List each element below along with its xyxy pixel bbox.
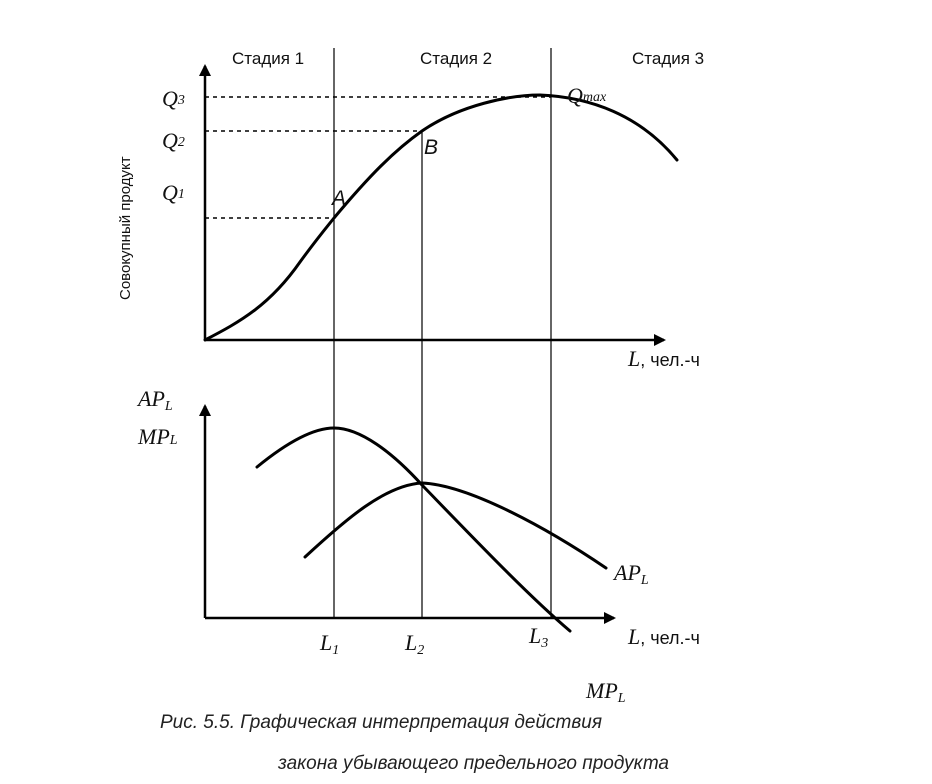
- ap-y-label: APL: [136, 386, 173, 414]
- svg-text:L3: L3: [528, 623, 548, 651]
- q1-label: Q1: [162, 180, 185, 205]
- l2-tick-label: L2: [404, 630, 424, 658]
- point-a-label: A: [330, 187, 346, 210]
- top-x-axis-label: L, чел.-ч: [627, 346, 700, 371]
- stage-2-label: Стадия 2: [420, 49, 492, 68]
- svg-text:Qmax: Qmax: [567, 83, 607, 108]
- mp-curve: [255, 426, 572, 633]
- caption-line-1: Рис. 5.5. Графическая интерпретация дейс…: [160, 712, 602, 733]
- stage-3-label: Стадия 3: [632, 49, 704, 68]
- l3-tick-label: L3: [528, 623, 548, 651]
- bottom-x-axis-label: L, чел.-ч: [627, 624, 700, 649]
- q2-label: Q2: [162, 128, 185, 153]
- q3-label: Q3: [162, 86, 185, 111]
- svg-text:APL: APL: [136, 386, 173, 414]
- svg-text:L2: L2: [404, 630, 424, 658]
- svg-text:L, чел.-ч: L, чел.-ч: [627, 346, 700, 371]
- svg-text:MPL: MPL: [585, 678, 626, 706]
- svg-text:MPL: MPL: [137, 424, 178, 449]
- svg-text:L1: L1: [319, 630, 339, 658]
- svg-text:L, чел.-ч: L, чел.-ч: [627, 624, 700, 649]
- svg-text:Q3: Q3: [162, 86, 185, 111]
- total-product-axis-label: Совокупный продукт: [117, 156, 134, 300]
- svg-text:APL: APL: [612, 560, 649, 588]
- l1-tick-label: L1: [319, 630, 339, 658]
- stage-1-label: Стадия 1: [232, 49, 304, 68]
- mp-curve-label: MPL: [585, 678, 626, 706]
- total-product-curve: [203, 93, 679, 342]
- ap-curve: [303, 481, 608, 570]
- ap-curve-label: APL: [612, 560, 649, 588]
- mp-y-label: MPL: [137, 424, 178, 449]
- point-b-label: B: [424, 136, 438, 159]
- caption-line-2: закона убывающего предельного продукта: [277, 753, 669, 774]
- svg-text:Q1: Q1: [162, 180, 185, 205]
- svg-text:Q2: Q2: [162, 128, 185, 153]
- qmax-label: Qmax: [567, 83, 607, 108]
